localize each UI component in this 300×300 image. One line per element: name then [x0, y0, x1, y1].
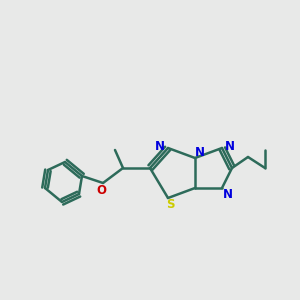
Text: N: N: [195, 146, 205, 158]
Text: N: N: [225, 140, 235, 152]
Text: N: N: [223, 188, 233, 200]
Text: S: S: [166, 197, 174, 211]
Text: N: N: [155, 140, 165, 152]
Text: O: O: [96, 184, 106, 196]
